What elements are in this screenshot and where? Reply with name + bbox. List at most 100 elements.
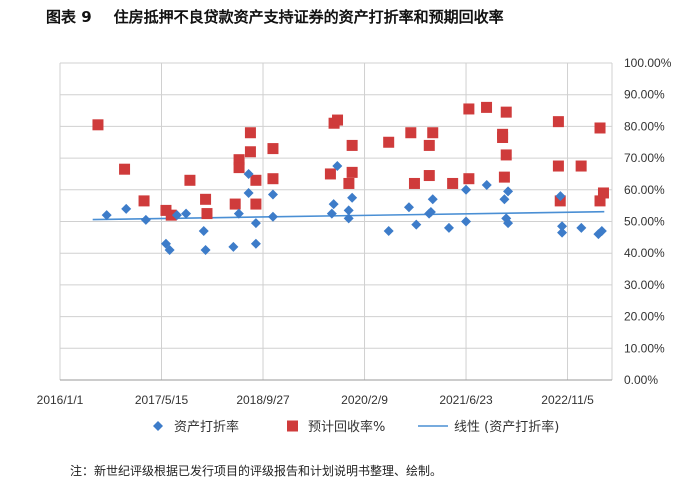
recovery-point <box>552 116 564 128</box>
recovery-point <box>184 174 196 186</box>
discount-point <box>503 218 514 229</box>
chart-gridlines <box>59 62 613 381</box>
recovery-point <box>244 127 256 139</box>
discount-point <box>243 168 254 179</box>
discount-point <box>347 192 358 203</box>
x-tick-label: 2020/2/9 <box>341 393 388 407</box>
discount-point <box>140 214 151 225</box>
discount-point <box>200 245 211 256</box>
discount-point <box>267 189 278 200</box>
recovery-point <box>447 177 459 189</box>
recovery-point <box>383 136 395 148</box>
recovery-point <box>594 122 606 134</box>
discount-point <box>383 226 394 237</box>
recovery-point <box>92 119 104 131</box>
recovery-point <box>594 195 606 207</box>
recovery-point <box>267 173 279 185</box>
recovery-point <box>575 160 587 172</box>
recovery-point <box>597 187 609 199</box>
recovery-point <box>500 106 512 118</box>
discount-point <box>328 199 339 210</box>
discount-point <box>557 227 568 238</box>
discount-point <box>576 222 587 233</box>
figure-title-text: 住房抵押不良贷款资产支持证券的资产打折率和预期回收率 <box>113 8 504 26</box>
discount-series <box>101 161 607 256</box>
discount-point <box>461 184 472 195</box>
recovery-point <box>119 163 131 175</box>
recovery-point <box>423 139 435 151</box>
discount-point <box>250 238 261 249</box>
y-tick-label: 30.00% <box>624 278 665 292</box>
x-tick-label: 2016/1/1 <box>37 393 84 407</box>
recovery-point <box>481 101 493 113</box>
discount-point <box>243 187 254 198</box>
discount-point <box>425 206 436 217</box>
figure-label: 图表 9 <box>46 8 92 26</box>
y-tick-label: 10.00% <box>624 341 665 355</box>
recovery-point <box>165 209 177 221</box>
discount-point <box>343 213 354 224</box>
legend-discount-swatch <box>153 421 163 431</box>
discount-point <box>461 216 472 227</box>
recovery-point <box>250 174 262 186</box>
recovery-point <box>324 168 336 180</box>
recovery-point <box>229 198 241 210</box>
y-tick-label: 70.00% <box>624 151 665 165</box>
recovery-point <box>346 139 358 151</box>
x-tick-label: 2021/6/23 <box>439 393 493 407</box>
recovery-point <box>497 131 509 143</box>
recovery-point <box>267 143 279 155</box>
legend-label: 预计回收率% <box>308 419 385 435</box>
recovery-point <box>463 103 475 115</box>
y-tick-label: 50.00% <box>624 215 665 229</box>
recovery-point <box>427 127 439 139</box>
recovery-point <box>405 127 417 139</box>
discount-point <box>228 241 239 252</box>
recovery-point <box>346 166 358 178</box>
recovery-point <box>332 114 344 126</box>
discount-point <box>198 226 209 237</box>
recovery-point <box>233 162 245 174</box>
y-tick-label: 40.00% <box>624 246 665 260</box>
discount-point <box>101 210 112 221</box>
discount-point <box>332 161 343 172</box>
scatter-chart: 0.00% 10.00% 20.00% 30.00% 40.00% 50.00% 60.00… <box>37 56 672 435</box>
figure-title: 图表 9 住房抵押不良贷款资产支持证券的资产打折率和预期回收率 <box>46 6 504 27</box>
y-tick-label: 100.00% <box>624 56 672 70</box>
legend-label: 线性 (资产打折率) <box>454 419 559 435</box>
recovery-point <box>201 208 213 220</box>
chart-legend: 资产打折率 预计回收率% 线性 (资产打折率) <box>153 419 559 435</box>
discount-point <box>326 208 337 219</box>
y-tick-label: 80.00% <box>624 119 665 133</box>
discount-point <box>250 218 261 229</box>
x-tick-label: 2017/5/15 <box>135 393 189 407</box>
discount-point <box>481 180 492 191</box>
recovery-point <box>244 146 256 158</box>
discount-point <box>499 194 510 205</box>
y-tick-label: 60.00% <box>624 183 665 197</box>
y-tick-label: 90.00% <box>624 88 665 102</box>
recovery-point <box>343 177 355 189</box>
discount-point <box>171 210 182 221</box>
discount-point <box>557 221 568 232</box>
chart-tick-labels: 0.00% 10.00% 20.00% 30.00% 40.00% 50.00% 60.00… <box>37 56 672 407</box>
discount-point <box>427 194 438 205</box>
x-tick-label: 2018/9/27 <box>236 393 290 407</box>
discount-point <box>164 245 175 256</box>
recovery-point <box>250 198 262 210</box>
y-tick-label: 20.00% <box>624 310 665 324</box>
discount-point <box>411 219 422 230</box>
recovery-series <box>92 101 609 221</box>
discount-point <box>267 211 278 222</box>
discount-point <box>596 226 607 237</box>
legend-recovery-swatch <box>287 420 298 432</box>
discount-point <box>443 222 454 233</box>
discount-point <box>343 205 354 216</box>
recovery-point <box>500 149 512 161</box>
source-note: 注：新世纪评级根据已发行项目的评级报告和计划说明书整理、绘制。 <box>70 464 443 478</box>
discount-point <box>233 208 244 219</box>
discount-point <box>121 203 132 214</box>
x-tick-label: 2022/11/5 <box>541 393 594 407</box>
legend-label: 资产打折率 <box>174 419 239 435</box>
y-tick-label: 0.00% <box>624 373 658 387</box>
